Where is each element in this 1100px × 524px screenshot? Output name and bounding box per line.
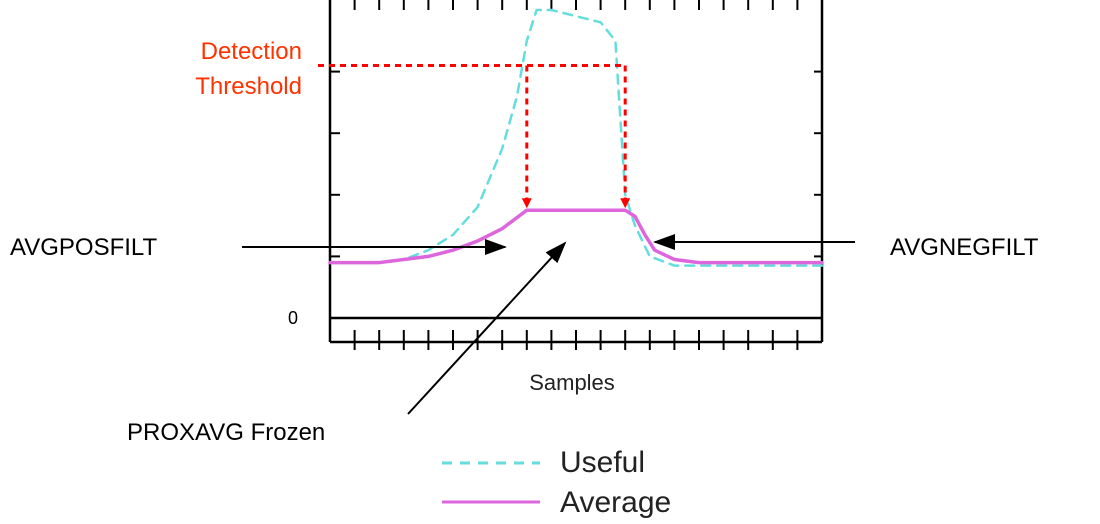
legend-average-label: Average bbox=[560, 486, 671, 519]
avgposfilt-label: AVGPOSFILT bbox=[10, 234, 157, 261]
threshold-label-line1: Detection bbox=[201, 38, 302, 65]
threshold-label-line2: Threshold bbox=[195, 73, 302, 100]
threshold-layer bbox=[318, 63, 631, 209]
avgnegfilt-label: AVGNEGFILT bbox=[890, 234, 1039, 261]
axis-ticks bbox=[330, 0, 822, 350]
series-line-average bbox=[328, 208, 824, 265]
y-tick-label-zero: 0 bbox=[288, 308, 298, 328]
series-line-useful bbox=[328, 8, 824, 267]
proxavg-arrow bbox=[407, 241, 567, 415]
legend: Useful Average bbox=[442, 446, 671, 519]
proxavg-label: PROXAVG Frozen bbox=[127, 419, 325, 446]
plot-frame bbox=[328, 0, 824, 344]
legend-useful-label: Useful bbox=[560, 446, 645, 479]
series-layer bbox=[328, 8, 824, 267]
x-axis-title: Samples bbox=[529, 370, 615, 395]
